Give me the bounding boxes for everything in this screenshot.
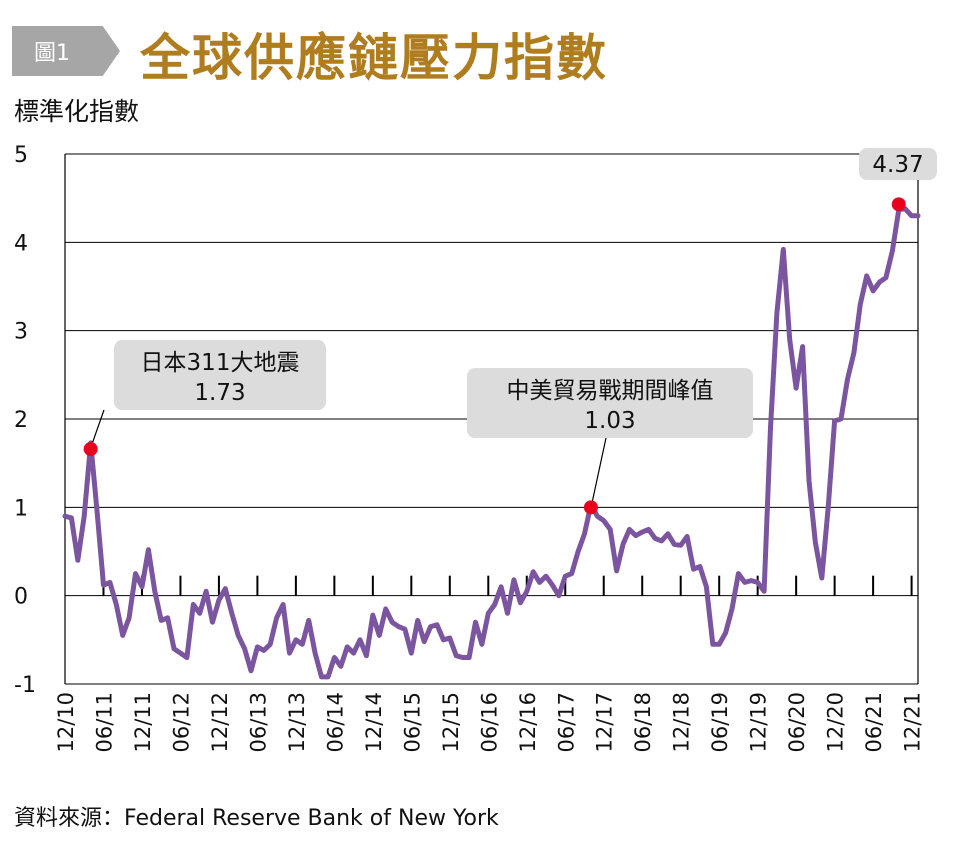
x-tick-label: 12/19: [747, 692, 771, 753]
annotation-value: 1.03: [584, 408, 635, 434]
x-tick-label: 06/17: [554, 692, 578, 753]
y-tick-label: 3: [14, 320, 28, 345]
x-tick-label: 12/16: [516, 692, 540, 753]
annotation-marker: [83, 442, 98, 457]
annotation-marker: [583, 500, 598, 515]
x-tick-label: 06/13: [246, 692, 270, 753]
x-tick-label: 12/20: [824, 692, 848, 753]
annotation-box: [114, 340, 326, 410]
x-tick-label: 06/21: [862, 692, 886, 753]
x-tick-label: 06/14: [323, 692, 347, 753]
y-tick-label: 4: [14, 231, 28, 256]
annotation-value: 1.73: [194, 380, 245, 406]
annotation-value: 4.37: [872, 152, 923, 178]
chart-title: 全球供應鏈壓力指數: [140, 28, 608, 87]
x-tick-label: 06/11: [92, 692, 116, 753]
y-tick-label: 1: [14, 496, 28, 521]
series-line: [62, 206, 921, 680]
source-note: 資料來源：Federal Reserve Bank of New York: [14, 806, 499, 831]
annotation-leader: [591, 437, 607, 504]
x-tick-label: 12/14: [362, 692, 386, 753]
x-tick-label: 06/16: [477, 692, 501, 753]
annotation-label: 日本311大地震: [141, 350, 300, 376]
x-tick-label: 12/21: [901, 692, 925, 753]
x-tick-label: 12/15: [439, 692, 463, 753]
x-tick-label: 12/10: [54, 692, 78, 753]
annotation-label: 中美貿易戰期間峰值: [507, 378, 714, 404]
x-tick-label: 06/15: [400, 692, 424, 753]
x-tick-label: 12/12: [208, 692, 232, 753]
x-tick-label: 12/17: [593, 692, 617, 753]
y-tick-label: 0: [14, 585, 28, 610]
annotation-box: [467, 368, 753, 438]
annotation-leader: [91, 409, 105, 446]
y-tick-label: 5: [14, 143, 28, 168]
y-axis-label: 標準化指數: [14, 97, 140, 126]
figure-tag-label: 圖1: [34, 41, 70, 66]
x-tick-label: 06/19: [708, 692, 732, 753]
x-tick-label: 12/13: [285, 692, 309, 753]
annotation-box: [859, 148, 937, 180]
x-tick-label: 12/11: [131, 692, 155, 753]
x-tick-label: 06/20: [785, 692, 809, 753]
x-tick-label: 06/18: [631, 692, 655, 753]
x-tick-label: 06/12: [169, 692, 193, 753]
y-tick-label: -1: [14, 673, 36, 698]
annotation-marker: [891, 197, 906, 212]
y-tick-label: 2: [14, 408, 28, 433]
x-tick-label: 12/18: [670, 692, 694, 753]
figure-tag: 圖1: [12, 26, 120, 76]
